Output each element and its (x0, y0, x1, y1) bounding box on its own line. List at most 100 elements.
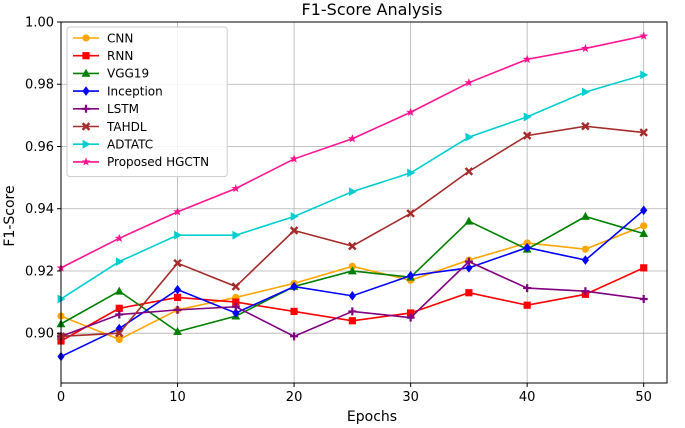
x-tick-label: 10 (169, 390, 186, 405)
data-point (522, 54, 532, 64)
data-point (465, 289, 473, 297)
data-point (173, 207, 182, 216)
data-point (348, 317, 356, 325)
legend-marker (82, 86, 90, 96)
data-point (639, 294, 648, 303)
x-tick-label: 40 (519, 390, 536, 405)
data-point (640, 205, 648, 216)
legend-item: CNN (73, 31, 133, 45)
data-point (523, 242, 531, 253)
data-point (231, 183, 241, 193)
series-tahdl (56, 122, 648, 341)
data-point (173, 293, 182, 302)
legend-marker (81, 68, 91, 77)
data-point (348, 187, 357, 197)
data-point (464, 257, 473, 266)
legend-marker (82, 139, 91, 149)
data-point (290, 212, 299, 221)
y-tick-label: 0.90 (25, 327, 54, 342)
tick-layer: 0 10 20 30 40 50 0.90 0.92 0.94 0.96 0.98 1.00 (25, 16, 652, 406)
legend-box (66, 26, 228, 178)
legend-item: Proposed HGCTN (73, 155, 209, 169)
legend-label: RNN (107, 49, 133, 63)
data-point (581, 211, 590, 220)
series-layer (56, 31, 649, 362)
data-point (115, 257, 124, 267)
series-rnn (57, 264, 648, 345)
data-point (173, 305, 182, 314)
legend-item: Inception (73, 84, 163, 98)
data-point (290, 332, 299, 341)
y-tick-label: 0.98 (25, 78, 54, 93)
data-point (406, 107, 415, 116)
data-point (464, 167, 474, 176)
data-point (640, 70, 649, 80)
legend-item: TAHDL (73, 120, 147, 134)
data-point (639, 31, 649, 40)
legend-label: TAHDL (106, 120, 147, 134)
legend-item: ADTATC (73, 138, 153, 152)
data-point (407, 309, 415, 317)
chart-title: F1-Score Analysis (302, 0, 443, 19)
legend-label: ADTATC (107, 138, 153, 152)
series-lstm (57, 257, 648, 341)
x-tick-label: 30 (402, 390, 419, 405)
data-point (290, 281, 298, 292)
data-point (348, 307, 357, 316)
series-vgg19 (56, 211, 649, 336)
legend-label: VGG19 (107, 67, 149, 81)
data-point (523, 112, 532, 122)
data-point (639, 229, 649, 238)
data-point (523, 301, 531, 309)
data-point (640, 264, 648, 272)
data-point (464, 216, 474, 225)
data-point (581, 287, 590, 296)
data-point (407, 168, 416, 178)
legend-marker (82, 34, 90, 42)
series-adtatc (57, 70, 649, 304)
legend: CNN RNN VGG19 Inception LSTM TAHDL ADTATC Propo… (66, 26, 228, 178)
data-point (465, 132, 474, 142)
data-point (290, 307, 298, 316)
data-point (465, 263, 473, 273)
data-point (115, 310, 124, 319)
x-axis-title: Epochs (347, 409, 397, 425)
data-point (232, 230, 241, 240)
data-point (174, 230, 183, 240)
x-tick-label: 0 (57, 390, 65, 405)
data-point (581, 245, 590, 253)
y-tick-label: 0.96 (25, 140, 54, 155)
legend-item: VGG19 (73, 67, 149, 81)
legend-item: RNN (73, 49, 133, 63)
data-point (522, 131, 532, 140)
series-cnn (57, 222, 648, 344)
data-point (115, 328, 124, 338)
data-point (231, 282, 241, 291)
y-tick-label: 0.92 (25, 264, 54, 279)
legend-label: LSTM (107, 102, 139, 116)
y-tick-label: 1.00 (25, 16, 54, 31)
series-line (60, 267, 645, 342)
legend-label: Inception (107, 84, 163, 98)
data-point (406, 209, 415, 218)
data-point (581, 43, 590, 53)
data-point (348, 262, 356, 270)
data-point (347, 134, 357, 143)
data-point (639, 128, 648, 137)
x-tick-label: 20 (286, 390, 303, 405)
data-point (231, 302, 240, 311)
data-point (173, 327, 182, 336)
data-point (114, 233, 124, 243)
data-point (464, 78, 474, 87)
plot-area-frame (60, 21, 668, 384)
data-point (57, 294, 66, 304)
legend-item: LSTM (73, 102, 139, 116)
legend-marker (82, 52, 90, 60)
y-axis-title: F1-Score (2, 185, 18, 246)
data-point (289, 154, 299, 163)
data-point (173, 258, 182, 268)
legend-marker (81, 157, 91, 166)
data-point (581, 255, 590, 265)
data-point (523, 284, 532, 293)
